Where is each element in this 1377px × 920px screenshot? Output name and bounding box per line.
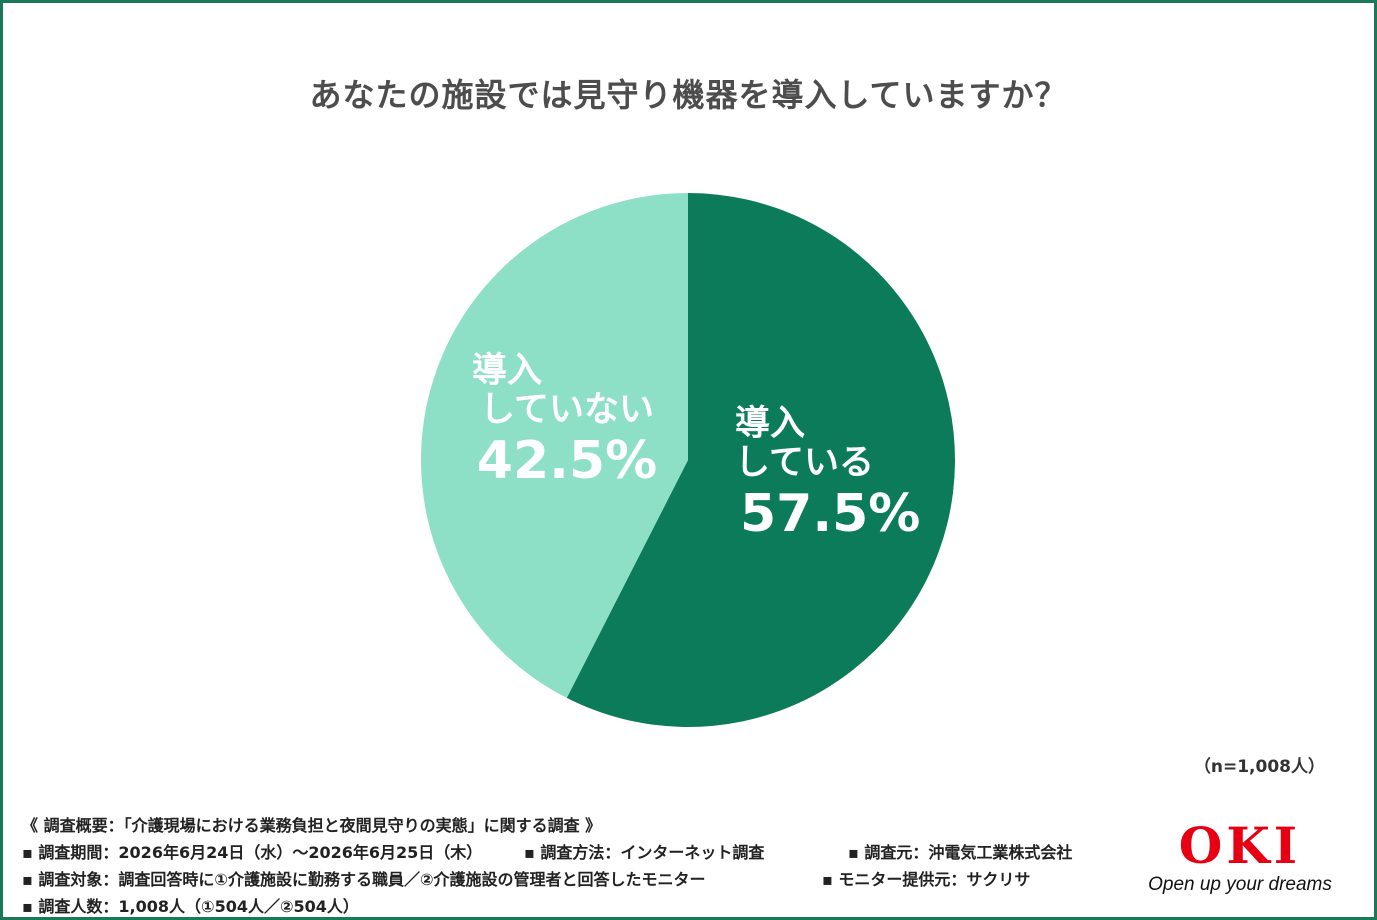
pie-slice-not-installed <box>421 193 688 698</box>
slice-label-line1: 導入 <box>735 404 806 444</box>
logo-tagline: Open up your dreams <box>1148 874 1332 895</box>
survey-period: ▪ 調査期間：2026年6月24日（水）～2026年6月25日（木） <box>22 843 483 862</box>
survey-target: ▪ 調査対象：調査回答時に①介護施設に勤務する職員／②介護施設の管理者と回答した… <box>22 870 706 889</box>
slice-label-line2: している <box>735 442 874 483</box>
survey-organizer: ▪ 調査元：沖電気工業株式会社 <box>848 843 1073 862</box>
pie-slice-installed <box>566 193 956 727</box>
slice-label-line2: していない <box>480 389 654 430</box>
chart-title: あなたの施設では見守り機器を導入していますか？ <box>309 76 1068 114</box>
slice-percent-label: 57.5% <box>740 484 921 544</box>
survey-provider: ▪ モニター提供元：サクリサ <box>822 870 1031 889</box>
survey-count: ▪ 調査人数：1,008人（①504人／②504人） <box>22 897 359 916</box>
survey-heading: 《 調査概要：「介護現場における業務負担と夜間見守りの実態」に関する調査 》 <box>22 816 602 835</box>
slice-percent-label: 42.5% <box>476 431 658 491</box>
logo-mark: OKI <box>1178 816 1302 875</box>
oki-logo: OKI Open up your dreams <box>1140 820 1340 896</box>
slice-label-installed: 導入 している 57.5% <box>735 405 925 543</box>
survey-overview: 《 調査概要：「介護現場における業務負担と夜間見守りの実態」に関する調査 》 ▪… <box>22 812 1142 920</box>
slice-label-not-installed: 導入 していない 42.5% <box>472 352 662 490</box>
slice-label-line1: 導入 <box>472 351 543 391</box>
sample-size-note: （n=1,008人） <box>1193 757 1325 777</box>
survey-method: ▪ 調査方法：インターネット調査 <box>524 843 765 862</box>
